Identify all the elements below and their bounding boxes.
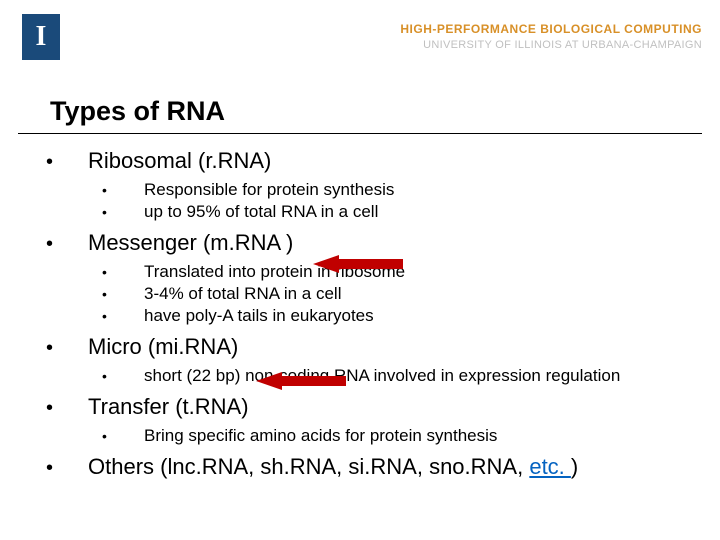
messenger-heading: Messenger (m.RNA ) [88, 230, 293, 256]
slide-content: • Ribosomal (r.RNA) • Responsible for pr… [0, 148, 720, 480]
transfer-sub1: Bring specific amino acids for protein s… [144, 426, 497, 446]
bullet-icon: • [46, 337, 88, 360]
ribosomal-sub1: Responsible for protein synthesis [144, 180, 394, 200]
list-item: • Micro (mi.RNA) [46, 334, 688, 360]
bullet-icon: • [102, 368, 144, 384]
header-text-block: HIGH-PERFORMANCE BIOLOGICAL COMPUTING UN… [400, 22, 702, 52]
messenger-sub3: have poly-A tails in eukaryotes [144, 306, 374, 326]
others-suffix: ) [571, 454, 578, 479]
list-item: • Responsible for protein synthesis [102, 180, 688, 200]
bullet-icon: • [102, 308, 144, 324]
ribosomal-sub2: up to 95% of total RNA in a cell [144, 202, 378, 222]
bullet-icon: • [46, 397, 88, 420]
transfer-heading: Transfer (t.RNA) [88, 394, 249, 420]
micro-sub1: short (22 bp) non-coding RNA involved in… [144, 366, 620, 386]
callout-arrow-icon [256, 372, 346, 390]
bullet-icon: • [102, 286, 144, 302]
arrow-shaft-icon [282, 376, 346, 386]
others-heading: Others (lnc.RNA, sh.RNA, si.RNA, sno.RNA… [88, 454, 578, 480]
bullet-icon: • [46, 151, 88, 174]
list-item: • Transfer (t.RNA) [46, 394, 688, 420]
list-item: • Ribosomal (r.RNA) [46, 148, 688, 174]
illinois-logo: I [22, 14, 60, 60]
arrow-head-icon [256, 372, 282, 390]
micro-heading: Micro (mi.RNA) [88, 334, 238, 360]
etc-link[interactable]: etc. [529, 454, 571, 479]
bullet-icon: • [102, 264, 144, 280]
bullet-icon: • [102, 204, 144, 220]
arrow-head-icon [313, 255, 339, 273]
messenger-sub2: 3-4% of total RNA in a cell [144, 284, 341, 304]
list-item: • up to 95% of total RNA in a cell [102, 202, 688, 222]
header-univ-line: UNIVERSITY OF ILLINOIS AT URBANA-CHAMPAI… [400, 38, 702, 52]
bullet-icon: • [102, 428, 144, 444]
ribosomal-heading: Ribosomal (r.RNA) [88, 148, 271, 174]
list-item: • Bring specific amino acids for protein… [102, 426, 688, 446]
list-item: • Others (lnc.RNA, sh.RNA, si.RNA, sno.R… [46, 454, 688, 480]
header-org-line: HIGH-PERFORMANCE BIOLOGICAL COMPUTING [400, 22, 702, 38]
bullet-icon: • [102, 182, 144, 198]
list-item: • have poly-A tails in eukaryotes [102, 306, 688, 326]
bullet-icon: • [46, 233, 88, 256]
callout-arrow-icon [313, 255, 403, 273]
list-item: • 3-4% of total RNA in a cell [102, 284, 688, 304]
bullet-icon: • [46, 457, 88, 480]
slide-header: I HIGH-PERFORMANCE BIOLOGICAL COMPUTING … [0, 0, 720, 74]
slide-title: Types of RNA [18, 74, 702, 134]
others-prefix: Others (lnc.RNA, sh.RNA, si.RNA, sno.RNA… [88, 454, 529, 479]
list-item: • Messenger (m.RNA ) [46, 230, 688, 256]
logo-container: I [18, 10, 64, 64]
arrow-shaft-icon [339, 259, 403, 269]
list-item: • short (22 bp) non-coding RNA involved … [102, 366, 688, 386]
